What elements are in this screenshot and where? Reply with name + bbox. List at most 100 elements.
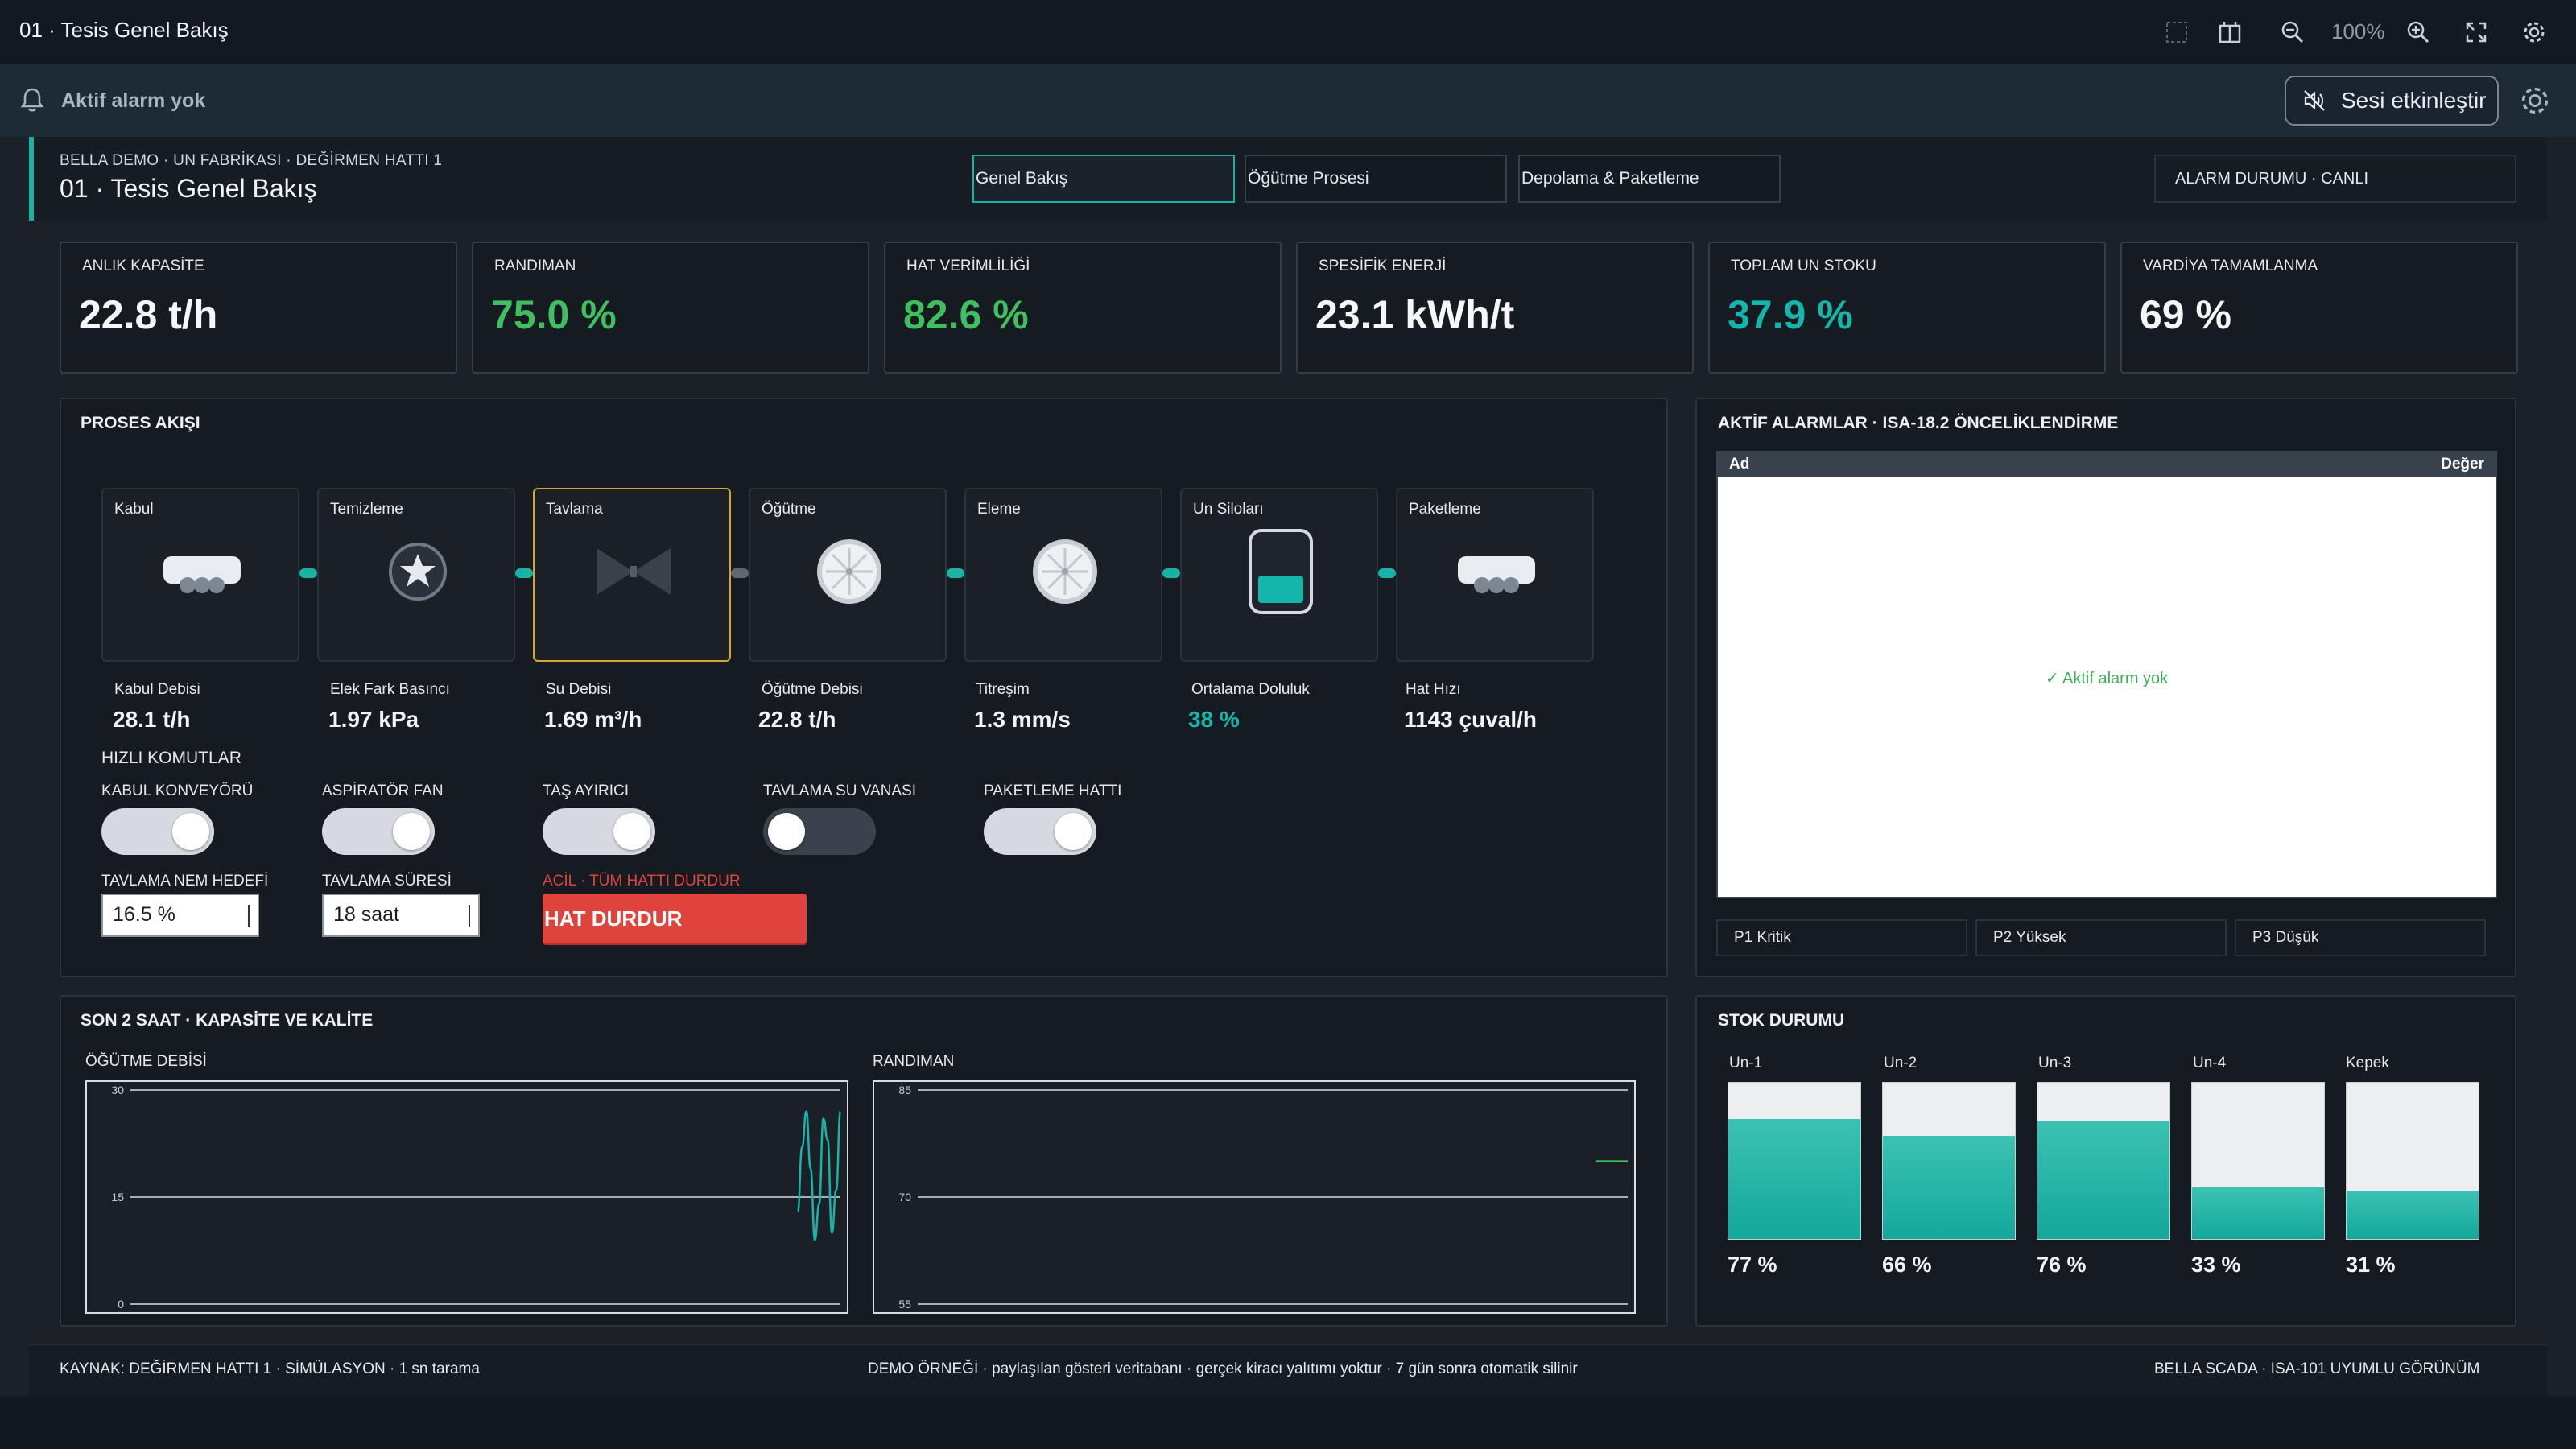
select-region-icon[interactable] [2159,14,2194,50]
toggle-tavlama-su-vanasi[interactable] [763,808,876,855]
breadcrumb: BELLA DEMO · UN FABRİKASI · DEĞİRMEN HAT… [60,152,443,169]
chart-title-yield: RANDIMAN [873,1053,955,1070]
kpi-label: ANLIK KAPASİTE [82,258,204,275]
y-tick-label: 15 [111,1191,124,1203]
toggle-kabul-konveyoru[interactable] [101,808,214,855]
tab-depolama-paketleme[interactable]: Depolama & Paketleme [1518,155,1781,203]
enable-sound-button[interactable]: Sesi etkinleştir [2285,76,2499,126]
toggle-label: PAKETLEME HATTI [984,782,1122,799]
silo-value: 77 % [1728,1253,1777,1277]
kpi-card-yield: RANDIMAN 75.0 % [472,242,869,374]
kpi-label: TOPLAM UN STOKU [1731,258,1876,275]
stage-paketleme[interactable]: Paketleme [1396,488,1594,662]
series-line [796,1110,842,1241]
zoom-out-icon[interactable] [2275,14,2310,50]
settings-gear-icon[interactable] [2516,14,2552,50]
toggle-label: TAŞ AYIRICI [543,782,629,799]
stage-eleme[interactable]: Eleme [964,488,1162,662]
chart-title-grind-rate: ÖĞÜTME DEBİSİ [85,1053,207,1070]
silo-fill [1728,1118,1860,1239]
duration-input[interactable]: 18 saat [322,894,480,937]
metric-label: Elek Fark Basıncı [330,681,450,698]
metric-label: Titreşim [976,681,1030,698]
stop-line-button[interactable]: HAT DURDUR [543,894,807,943]
flow-connector [515,568,533,578]
metric-label: Kabul Debisi [114,681,200,698]
stage-tavlama[interactable]: Tavlama [533,488,731,662]
stage-name: Öğütme [762,501,816,518]
silo-value: 76 % [2037,1253,2087,1277]
alarm-settings-icon[interactable] [2518,84,2552,118]
silo-fill [2037,1120,2169,1239]
stage-ogutme[interactable]: Öğütme [749,488,947,662]
silo-level-bar [1882,1082,2016,1240]
moisture-target-label: TAVLAMA NEM HEDEFİ [101,873,269,890]
metric-value: 38 % [1188,707,1240,732]
emergency-label: ACİL · TÜM HATTI DURDUR [543,873,741,890]
moisture-target-input[interactable]: 16.5 % [101,894,259,937]
metric-value: 1.69 m³/h [544,707,642,732]
kpi-label: HAT VERİMLİLİĞİ [906,258,1030,275]
toggle-knob [1055,813,1092,850]
split-view-icon[interactable] [2212,14,2248,50]
process-flow-title: PROSES AKIŞI [80,414,200,432]
packing-icon [1456,531,1537,612]
y-tick-label: 0 [118,1298,124,1311]
duration-label: TAVLAMA SÜRESİ [322,873,452,890]
stage-kabul[interactable]: Kabul [101,488,299,662]
y-tick-label: 30 [111,1084,124,1096]
bottom-strip [0,1396,2576,1449]
priority-filter-p3[interactable]: P3 Düşük [2235,919,2486,956]
kpi-card-capacity: ANLIK KAPASİTE 22.8 t/h [60,242,457,374]
silo-level-bar [1728,1082,1861,1240]
toggle-label: ASPİRATÖR FAN [322,782,444,799]
enable-sound-label: Sesi etkinleştir [2341,88,2487,113]
kpi-value: 82.6 % [903,292,1029,337]
toggle-tas-ayirici[interactable] [543,808,655,855]
zoom-in-icon[interactable] [2401,14,2436,50]
priority-filter-p2[interactable]: P2 Yüksek [1975,919,2227,956]
stage-name: Un Siloları [1193,501,1264,518]
toggle-paketleme-hatti[interactable] [984,808,1096,855]
silo-fill [2192,1187,2324,1239]
flow-connector [731,568,749,578]
kpi-label: RANDIMAN [494,258,576,275]
stage-un-silolari[interactable]: Un Siloları [1180,488,1378,662]
kpi-card-shift-completion: VARDİYA TAMAMLANMA 69 % [2120,242,2518,374]
flow-connector [1378,568,1396,578]
y-tick-label: 85 [898,1084,911,1096]
metric-value: 1143 çuval/h [1404,707,1538,732]
y-tick-label: 55 [898,1298,911,1311]
metric-label: Su Debisi [546,681,612,698]
alarm-table-header: Ad Değer [1718,452,2496,477]
footer-source: KAYNAK: DEĞİRMEN HATTI 1 · SİMÜLASYON · … [60,1360,480,1377]
kpi-value: 69 % [2140,292,2231,337]
toggle-knob [768,813,805,850]
flow-connector [1162,568,1180,578]
stage-name: Eleme [977,501,1021,518]
kpi-value: 75.0 % [491,292,617,337]
metric-value: 22.8 t/h [758,707,836,732]
toggle-label: TAVLAMA SU VANASI [763,782,917,799]
flow-connector [947,568,964,578]
priority-filter-p1[interactable]: P1 Kritik [1716,919,1967,956]
valve-icon [593,531,674,612]
app-title: 01 · Tesis Genel Bakış [19,18,229,42]
footer-demo-note: DEMO ÖRNEĞİ · paylaşılan gösteri veritab… [868,1360,1578,1377]
metric-label: Ortalama Doluluk [1191,681,1310,698]
grind-rate-chart-svg: 30 15 0 [111,1084,842,1311]
toggle-label: KABUL KONVEYÖRÜ [101,782,254,799]
column-header-value[interactable]: Değer [2441,456,2484,473]
toggle-aspirator-fan[interactable] [322,808,435,855]
fullscreen-icon[interactable] [2458,14,2494,50]
mill-icon [809,531,890,612]
stage-temizleme[interactable]: Temizleme [317,488,515,662]
metric-value: 28.1 t/h [113,707,191,732]
alarm-bar [0,64,2576,137]
tab-genel-bakis[interactable]: Genel Bakış [972,155,1235,203]
yield-chart-svg: 85 70 55 [898,1084,1628,1311]
alarm-status-badge: ALARM DURUMU · CANLI [2154,155,2516,203]
tab-ogutme-prosesi[interactable]: Öğütme Prosesi [1245,155,1507,203]
column-header-name[interactable]: Ad [1729,456,1750,473]
yield-chart: 85 70 55 [873,1080,1636,1314]
